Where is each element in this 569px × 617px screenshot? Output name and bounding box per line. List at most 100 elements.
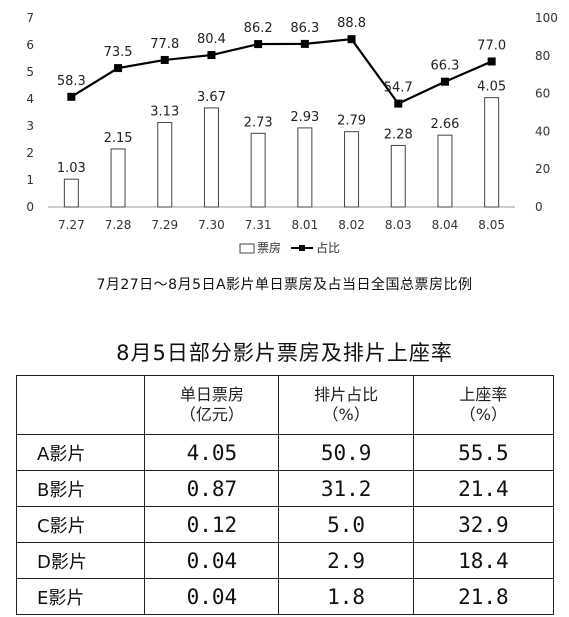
bar <box>203 107 219 208</box>
y-left-tick-label: 1 <box>26 173 34 187</box>
y-left-tick-label: 2 <box>26 146 34 160</box>
y-left-tick-label: 3 <box>26 119 34 133</box>
line-data-label: 77.0 <box>477 38 506 53</box>
x-tick-label: 7.28 <box>105 218 132 232</box>
x-tick-label: 7.30 <box>198 218 225 232</box>
table-cell: 0.04 <box>144 542 280 579</box>
line-point <box>254 40 263 49</box>
line-data-label: 54.7 <box>384 81 413 96</box>
bar <box>484 97 500 208</box>
bar-data-label: 2.28 <box>384 127 413 142</box>
table-title: 8月5日部分影片票房及排片上座率 <box>116 341 453 365</box>
bar <box>63 178 79 208</box>
line-data-label: 88.8 <box>337 16 366 31</box>
table-row: E影片 0.04 1.8 21.8 <box>15 578 555 615</box>
table-cell: 50.9 <box>278 434 414 471</box>
table-cell: 21.4 <box>412 470 555 507</box>
chart-caption: 7月27日～8月5日A影片单日票房及占当日全国总票房比例 <box>96 277 473 293</box>
legend-line-marker <box>299 245 305 251</box>
line-data-label: 86.3 <box>290 21 319 36</box>
table-cell: 55.5 <box>412 434 555 471</box>
table-cell: 0.04 <box>144 578 280 615</box>
line-series <box>70 38 493 105</box>
row-label: A影片 <box>15 434 146 471</box>
table-cell: 18.4 <box>412 542 555 579</box>
table-cell: 32.9 <box>412 506 555 543</box>
table-row: A影片 4.05 50.9 55.5 <box>15 434 555 471</box>
row-label: E影片 <box>15 578 146 615</box>
bar-data-label: 2.15 <box>104 131 133 146</box>
x-tick-label: 8.03 <box>385 218 412 232</box>
table-cell: 2.9 <box>278 542 414 579</box>
bar <box>250 132 266 208</box>
header-cell: 排片占比 （%） <box>278 375 414 435</box>
line-data-label: 86.2 <box>244 21 273 36</box>
y-right-tick-label: 80 <box>535 49 550 63</box>
y-left-tick-label: 0 <box>26 200 34 214</box>
bar <box>437 134 453 208</box>
bar-data-label: 2.73 <box>244 115 273 130</box>
y-right-tick-label: 20 <box>535 162 550 176</box>
table-cell: 31.2 <box>278 470 414 507</box>
line-data-label: 66.3 <box>430 59 459 74</box>
bar <box>390 144 406 208</box>
line-point <box>394 99 403 108</box>
bar-data-label: 2.79 <box>337 114 366 129</box>
row-label: D影片 <box>15 542 146 579</box>
bar <box>344 131 360 208</box>
table-row: C影片 0.12 5.0 32.9 <box>15 506 555 543</box>
bar-data-label: 3.67 <box>197 90 226 105</box>
row-label: B影片 <box>15 470 146 507</box>
y-right-tick-label: 100 <box>535 11 558 25</box>
line-point <box>207 51 216 60</box>
y-right-tick-label: 40 <box>535 124 550 138</box>
table-cell: 1.8 <box>278 578 414 615</box>
x-tick-label: 7.29 <box>151 218 178 232</box>
header-cell: 单日票房 （亿元） <box>144 375 280 435</box>
bar <box>110 148 126 208</box>
legend-line-label: 占比 <box>316 240 340 255</box>
bar-data-label: 4.05 <box>477 80 506 95</box>
table-cell: 0.87 <box>144 470 280 507</box>
row-label: C影片 <box>15 506 146 543</box>
line-point <box>440 77 449 86</box>
x-tick-label: 8.04 <box>432 218 459 232</box>
table-cell: 21.8 <box>412 578 555 615</box>
table-row: D影片 0.04 2.9 18.4 <box>15 542 555 579</box>
bar <box>157 121 173 208</box>
line-data-label: 80.4 <box>197 32 226 47</box>
legend-bar-label: 票房 <box>257 240 281 255</box>
line-point <box>300 39 309 48</box>
line-point <box>160 55 169 64</box>
y-left-tick-label: 6 <box>26 38 34 52</box>
table-header-row: 单日票房 （亿元） 排片占比 （%） 上座率 （%） <box>15 375 555 435</box>
x-tick-label: 7.31 <box>245 218 272 232</box>
combo-chart: 0 1 2 3 4 5 6 7 0 20 40 60 80 100 1.03 2.15 3.13 3.67 2.73… <box>26 11 558 255</box>
bar-data-label: 3.13 <box>150 104 179 119</box>
table-cell: 0.12 <box>144 506 280 543</box>
line-data-label: 58.3 <box>57 74 86 89</box>
y-left-tick-label: 7 <box>26 11 34 25</box>
table-cell: 5.0 <box>278 506 414 543</box>
legend-bar-swatch <box>239 243 255 254</box>
y-right-tick-label: 0 <box>535 200 543 214</box>
bar <box>297 127 313 208</box>
bar-data-label: 2.66 <box>430 117 459 132</box>
x-tick-label: 7.27 <box>58 218 85 232</box>
x-tick-label: 8.02 <box>338 218 365 232</box>
line-data-label: 77.8 <box>150 37 179 52</box>
header-cell: 上座率 （%） <box>412 375 555 435</box>
x-tick-label: 8.01 <box>291 218 318 232</box>
line-point <box>67 92 76 101</box>
line-data-label: 73.5 <box>104 45 133 60</box>
y-left-tick-label: 4 <box>26 92 34 106</box>
line-point <box>114 64 123 73</box>
table-row: B影片 0.87 31.2 21.4 <box>15 470 555 507</box>
line-point <box>347 35 356 44</box>
line-point <box>487 57 496 66</box>
x-tick-label: 8.05 <box>478 218 505 232</box>
y-right-tick-label: 60 <box>535 87 550 101</box>
y-left-tick-label: 5 <box>26 65 34 79</box>
data-table: 单日票房 （亿元） 排片占比 （%） 上座率 （%） A影片 4.05 50.9 55… <box>15 375 555 615</box>
bar-data-label: 1.03 <box>57 161 86 176</box>
